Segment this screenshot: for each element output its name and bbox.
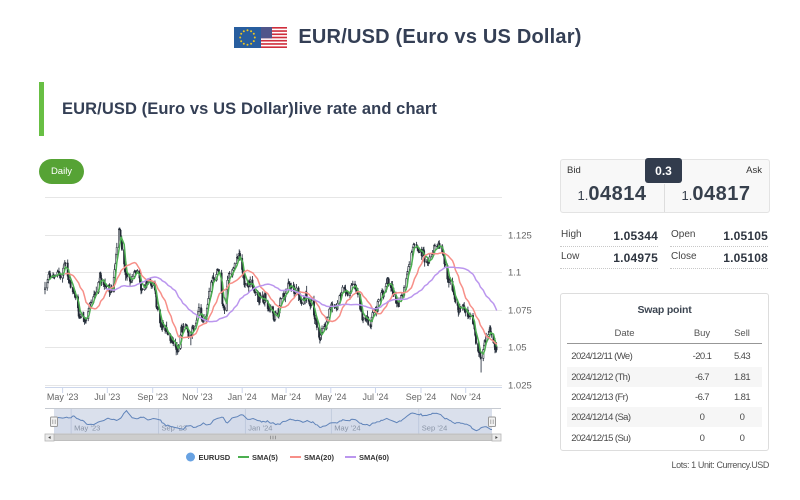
svg-text:Sep ’23: Sep ’23: [162, 424, 187, 433]
svg-text:Jan ’24: Jan ’24: [228, 392, 257, 402]
svg-text:1.05: 1.05: [508, 343, 527, 354]
svg-text:1.1: 1.1: [508, 268, 521, 279]
svg-text:Jul ’23: Jul ’23: [94, 392, 120, 402]
svg-text:May ’23: May ’23: [47, 392, 79, 402]
svg-text:May ’24: May ’24: [334, 424, 360, 433]
svg-text:SMA(60): SMA(60): [359, 453, 390, 462]
svg-text:SMA(20): SMA(20): [304, 453, 335, 462]
svg-text:May ’24: May ’24: [315, 392, 347, 402]
svg-text:Sep ’23: Sep ’23: [137, 392, 168, 402]
svg-text:1.125: 1.125: [508, 231, 532, 242]
svg-text:SMA(5): SMA(5): [252, 453, 278, 462]
svg-text:EURUSD: EURUSD: [199, 453, 231, 462]
svg-text:Nov ’24: Nov ’24: [450, 392, 481, 402]
svg-text:Jan ’24: Jan ’24: [248, 424, 272, 433]
svg-text:Mar ’24: Mar ’24: [271, 392, 301, 402]
svg-text:Sep ’24: Sep ’24: [422, 424, 447, 433]
svg-text:Jul ’24: Jul ’24: [362, 392, 388, 402]
svg-text:May ’23: May ’23: [74, 424, 100, 433]
svg-text:1.025: 1.025: [508, 381, 532, 392]
svg-text:1.075: 1.075: [508, 306, 532, 317]
svg-text:Sep ’24: Sep ’24: [406, 392, 437, 402]
svg-text:Nov ’23: Nov ’23: [182, 392, 213, 402]
